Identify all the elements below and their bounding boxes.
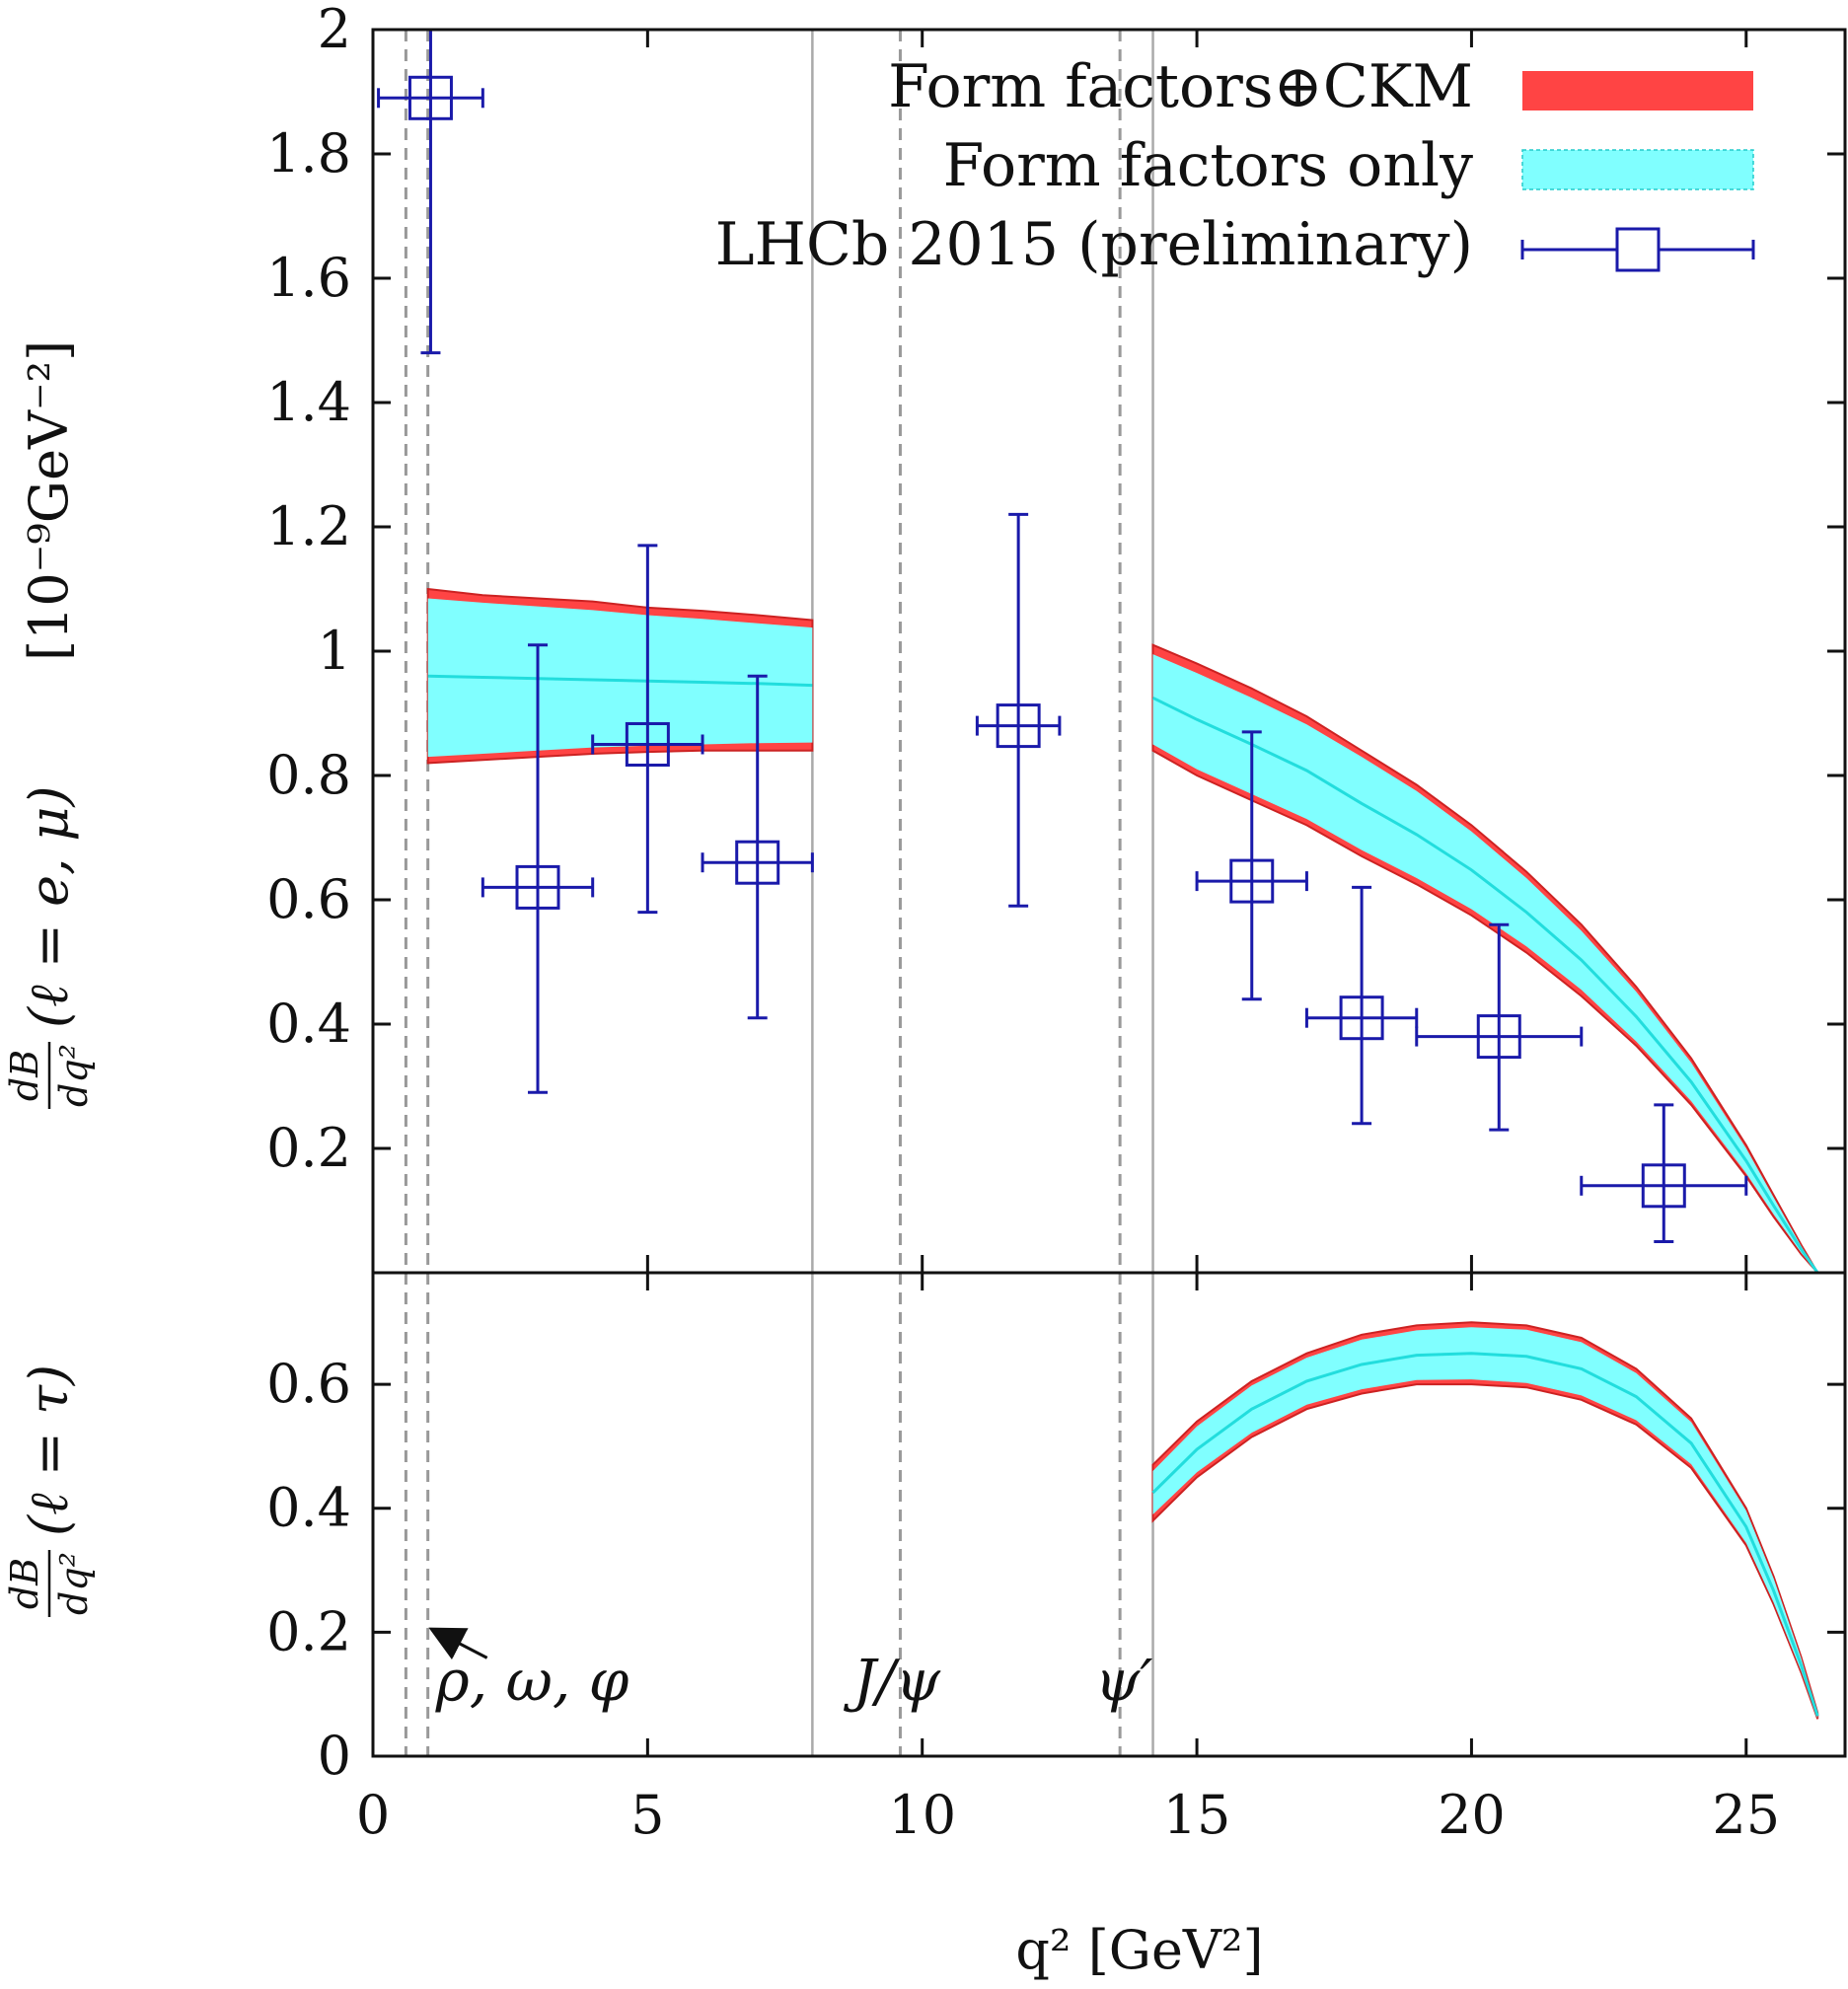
top-y-frac-num: dB [3, 1050, 46, 1101]
x-tick-label-3: 15 [1163, 1784, 1231, 1846]
top-band-1-seg-0 [427, 598, 813, 758]
top-ytick-label-9: 2 [318, 0, 351, 60]
annotation-arrow-0 [428, 1627, 488, 1660]
top-ytick-label-0: 0.2 [266, 1117, 351, 1179]
top-panel-data-points [377, 28, 1748, 1243]
top-y-frac-den: dq² [52, 1044, 96, 1107]
lhcb-point-7-marker [1476, 1014, 1521, 1060]
x-axis-title: q² [GeV²] [1015, 1919, 1263, 1981]
bottom-y-frac-num: dB [3, 1558, 46, 1609]
bottom-central-line-seg-0 [1151, 1352, 1819, 1717]
lhcb-point-5 [1195, 730, 1308, 1001]
bottom-y-frac-den: dq² [52, 1552, 96, 1615]
lhcb-point-1 [480, 643, 595, 1094]
bottom-ytick-label-1: 0.2 [266, 1600, 351, 1662]
top-ytick-label-7: 1.6 [266, 247, 351, 309]
legend-marker-lhcb [1520, 227, 1755, 272]
top-y-label-units: [10⁻⁹GeV⁻²] [18, 340, 80, 661]
legend-label-lhcb: LHCb 2015 (preliminary) [715, 210, 1473, 279]
lhcb-point-8-marker [1641, 1163, 1686, 1209]
legend-swatch-ff-only [1521, 149, 1754, 190]
lhcb-point-7 [1415, 922, 1584, 1132]
bottom-panel-frame [371, 1271, 1847, 1758]
bottom-y-axis-title-group: dB dq² (ℓ = τ) [3, 1364, 96, 1617]
top-ytick-label-1: 0.4 [266, 993, 351, 1055]
annotation-2: ψ′ [1095, 1648, 1153, 1715]
legend: Form factors⊕CKM Form factors only LHCb … [715, 52, 1755, 279]
bottom-y-label-rest: (ℓ = τ) [18, 1364, 80, 1536]
x-tick-label-4: 20 [1438, 1784, 1506, 1846]
top-ytick-label-3: 0.8 [266, 744, 351, 806]
lhcb-point-5-marker [1229, 858, 1275, 904]
lhcb-point-0-marker [407, 75, 453, 120]
top-y-label-rest: (ℓ = e, μ) [18, 785, 80, 1028]
bottom-panel-bands [1151, 1321, 1819, 1720]
top-ytick-label-5: 1.2 [266, 495, 351, 557]
resonance-annotations: ρ, ω, φ J/ψ ψ′ [428, 1627, 1153, 1715]
lhcb-point-3-marker [735, 840, 780, 885]
top-ytick-label-6: 1.4 [266, 371, 351, 433]
x-tick-label-5: 25 [1712, 1784, 1780, 1846]
x-tick-label-0: 0 [356, 1784, 390, 1846]
lhcb-point-6 [1304, 885, 1419, 1126]
lhcb-point-2 [591, 544, 704, 915]
lhcb-point-1-marker [515, 864, 560, 910]
annotation-1: J/ψ [844, 1648, 941, 1715]
lhcb-point-6-marker [1339, 995, 1384, 1041]
bottom-ytick-label-3: 0.6 [266, 1353, 351, 1415]
lhcb-point-3 [701, 674, 814, 1020]
lhcb-point-8 [1580, 1103, 1748, 1243]
top-ytick-label-2: 0.6 [266, 868, 351, 930]
bottom-ytick-label-0: 0 [318, 1725, 351, 1787]
legend-label-ff-only: Form factors only [943, 131, 1473, 200]
lhcb-point-2-marker [625, 722, 670, 767]
annotation-0: ρ, ω, φ [435, 1648, 629, 1715]
bottom-band-0-seg-0 [1151, 1321, 1819, 1720]
top-y-axis-title-group: dB dq² (ℓ = e, μ) [10⁻⁹GeV⁻²] [3, 340, 96, 1109]
bottom-ytick-label-2: 0.4 [266, 1477, 351, 1539]
lhcb-point-4-marker [996, 703, 1041, 749]
top-central-line-seg-1 [1151, 696, 1819, 1274]
bottom-panel-ticks: 0 0.2 0.4 0.6 0 5 10 15 20 25 [266, 1273, 1845, 1846]
top-panel-bands [426, 587, 1819, 1274]
top-band-1-seg-1 [1152, 654, 1818, 1273]
top-panel-ticks: 0.2 0.4 0.6 0.8 1 1.2 1.4 1.6 1.8 2 [266, 0, 1845, 1273]
x-tick-label-1: 5 [630, 1784, 664, 1846]
top-ytick-label-4: 1 [318, 620, 351, 682]
legend-label-ff-ckm: Form factors⊕CKM [888, 52, 1473, 121]
bottom-band-1-seg-0 [1152, 1327, 1818, 1719]
legend-swatch-ff-ckm [1522, 71, 1753, 110]
lhcb-point-0 [377, 28, 484, 355]
top-central-line-seg-0 [427, 674, 813, 688]
x-tick-label-2: 10 [888, 1784, 956, 1846]
top-ytick-label-8: 1.8 [266, 122, 351, 184]
lhcb-point-4 [975, 512, 1062, 908]
